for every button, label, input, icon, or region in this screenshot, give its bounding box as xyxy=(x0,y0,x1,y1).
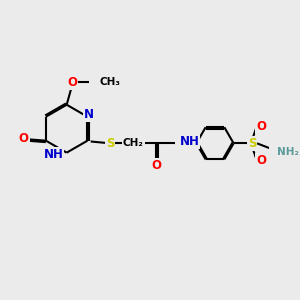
Text: O: O xyxy=(256,154,266,166)
Text: O: O xyxy=(67,76,77,89)
Text: O: O xyxy=(19,132,29,145)
Text: N: N xyxy=(84,108,94,121)
Text: CH₃: CH₃ xyxy=(99,77,120,87)
Text: O: O xyxy=(256,120,266,133)
Text: NH: NH xyxy=(44,148,64,161)
Text: NH: NH xyxy=(180,135,200,148)
Text: O: O xyxy=(152,159,161,172)
Text: S: S xyxy=(248,137,256,150)
Text: S: S xyxy=(106,137,114,150)
Text: CH₂: CH₂ xyxy=(123,138,144,148)
Text: NH₂: NH₂ xyxy=(277,147,299,158)
